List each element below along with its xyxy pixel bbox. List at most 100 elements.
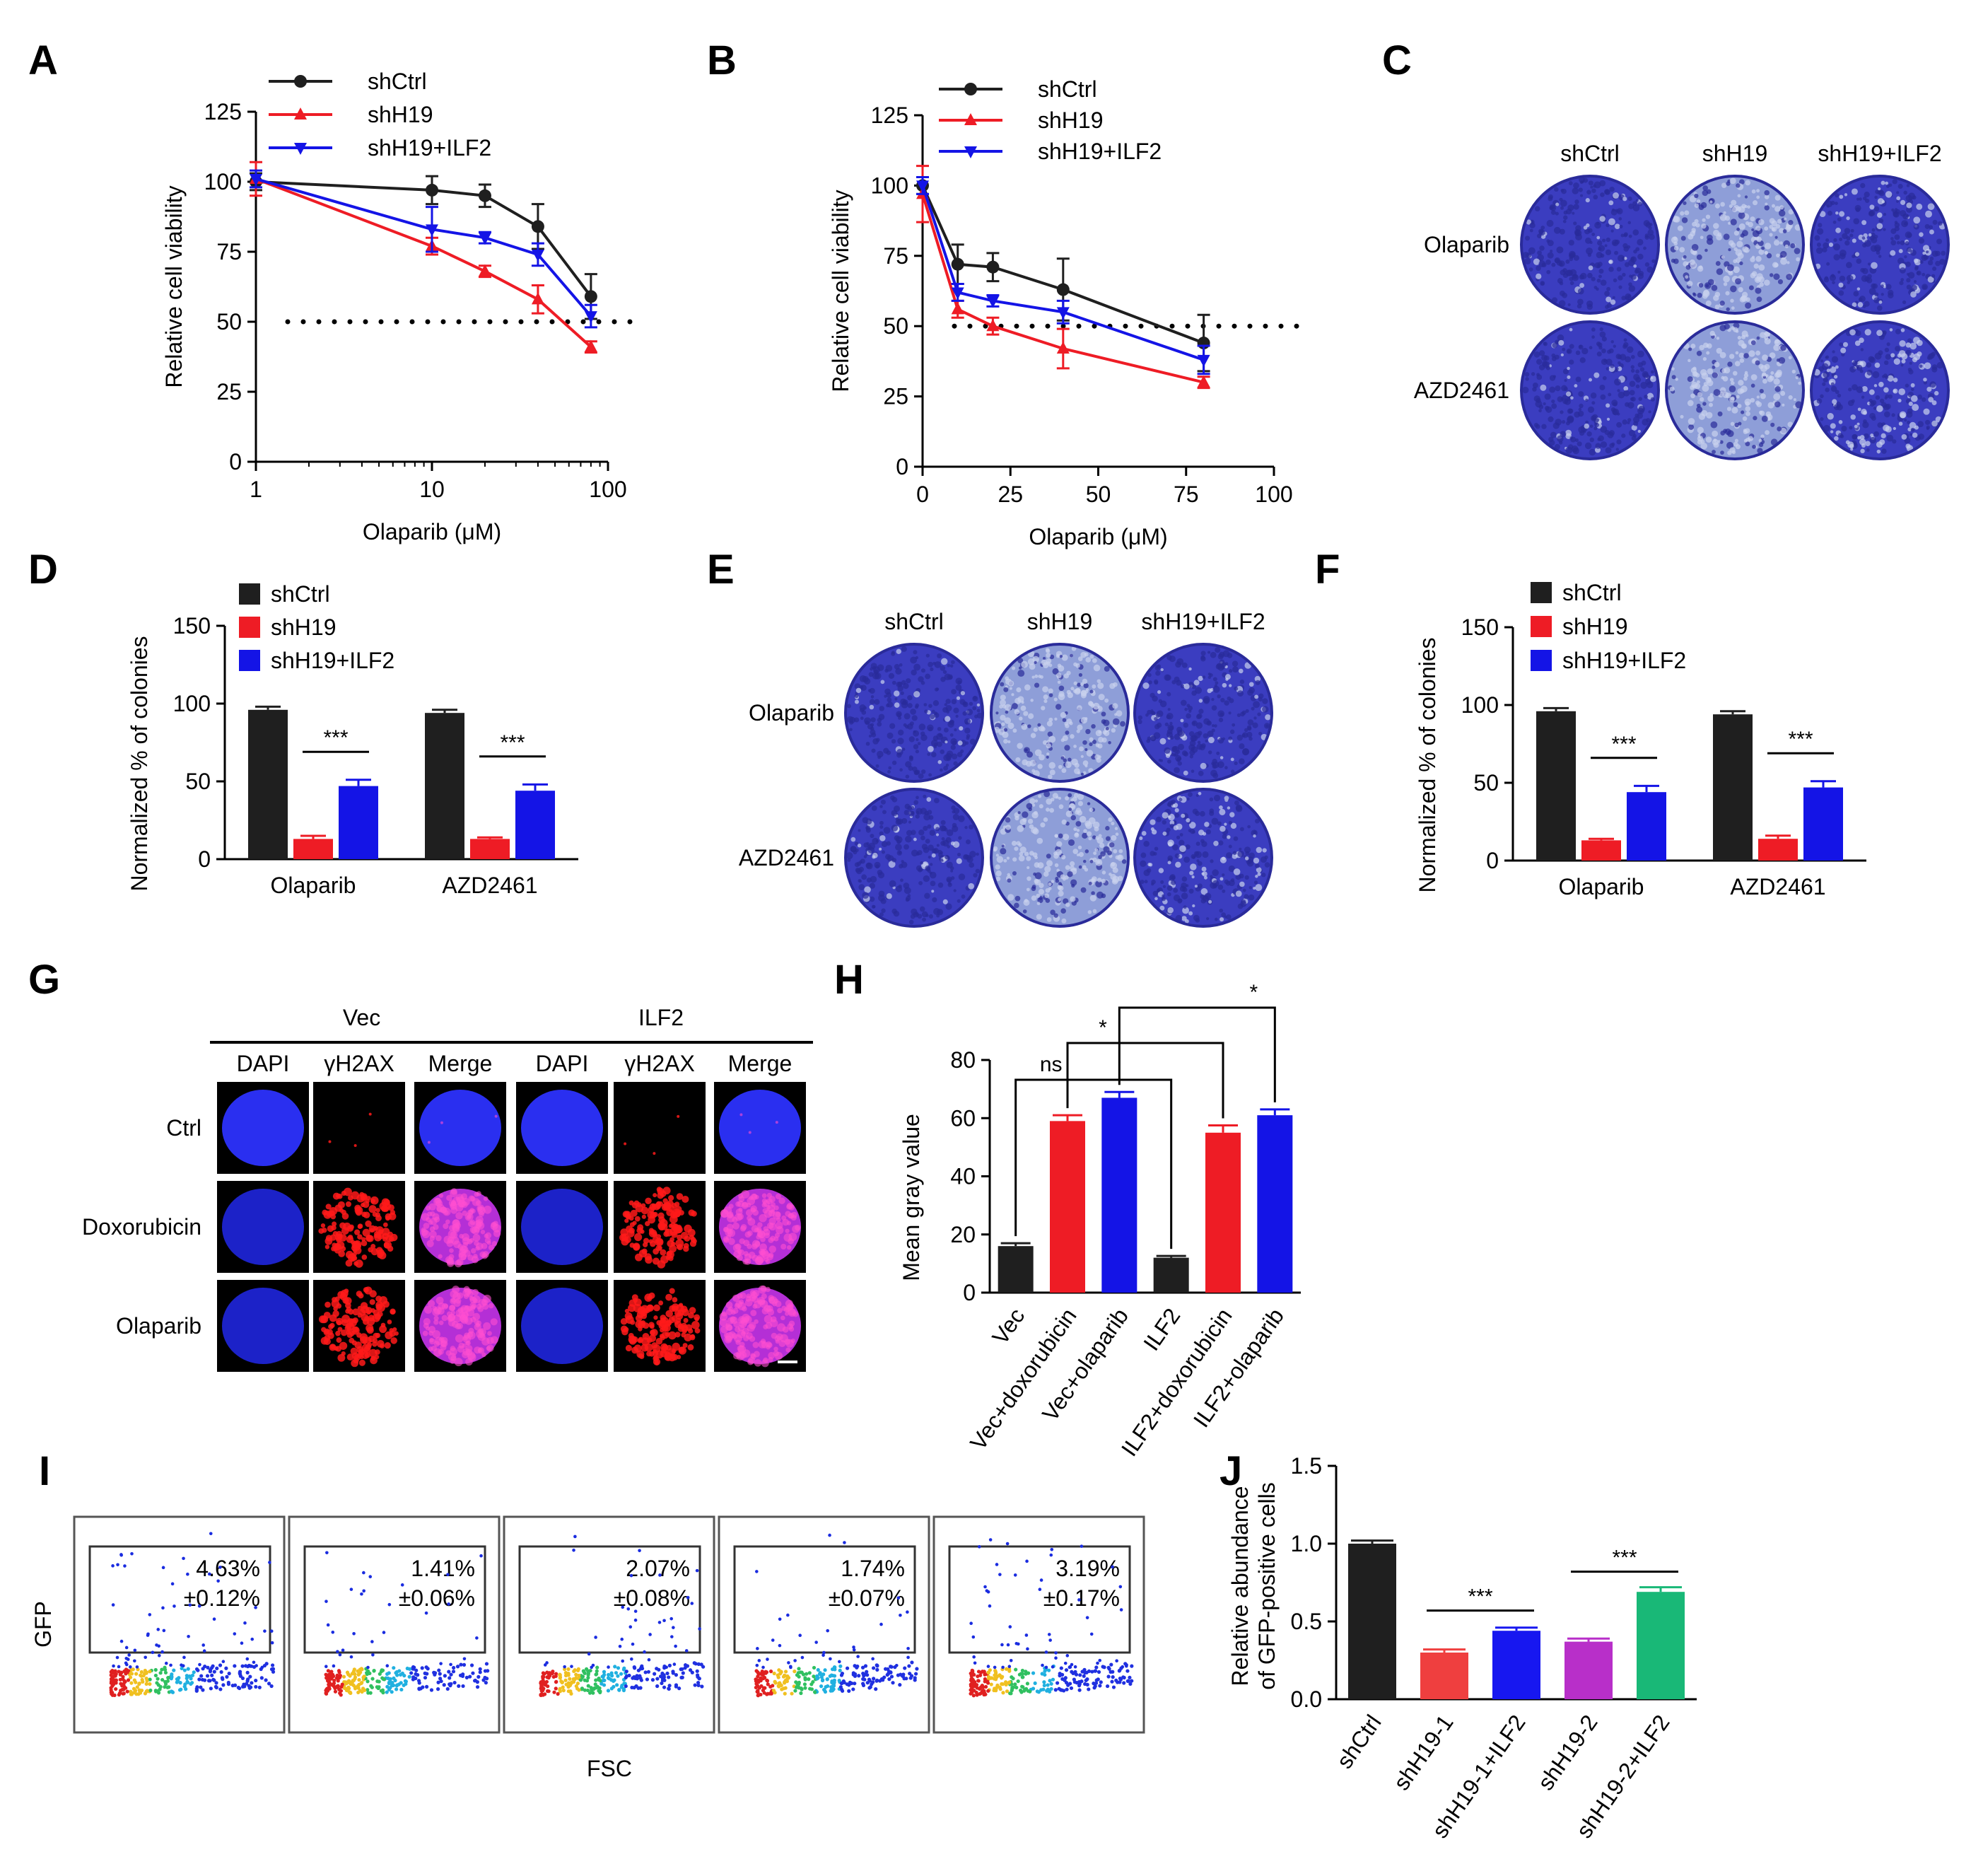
colony [1067,871,1073,878]
colony [923,825,928,832]
colony [879,835,886,841]
foci [464,1213,474,1221]
colony [861,874,867,880]
colony [1219,808,1226,815]
event-dot [182,1668,187,1672]
colony [1795,375,1799,380]
colony [1022,759,1028,766]
colony [918,773,924,779]
colony [1862,196,1867,201]
colony [1041,706,1046,711]
foci [427,1300,435,1307]
colony [1213,794,1221,802]
colony [1262,706,1269,713]
foci [335,1346,341,1352]
colony [1898,421,1903,426]
colony [920,861,924,865]
colony [1675,378,1678,381]
colony [1211,817,1219,825]
colony [903,887,911,895]
foci [345,1250,353,1259]
foci [725,1235,732,1240]
colony [1743,373,1749,378]
foci [754,1319,759,1324]
colony [1936,238,1943,245]
bar-shCtrl [1536,711,1576,861]
x-axis-title: Olaparib (μM) [1029,524,1167,549]
foci [662,1198,668,1204]
event-dot [175,1677,180,1682]
colony [1217,761,1224,769]
colony [1826,262,1830,266]
colony [1096,891,1104,899]
colony [931,709,935,713]
foci [671,1315,678,1322]
colony [1011,840,1017,846]
foci [368,1112,372,1116]
foci [373,1233,378,1238]
colony [1710,421,1718,429]
colony [896,752,902,758]
colony [1909,342,1917,350]
colony [1700,235,1704,240]
colony [1898,388,1906,395]
colony [950,869,954,873]
colony [1218,840,1224,846]
colony [1097,682,1104,689]
colony [1220,877,1224,881]
colony [1532,383,1538,388]
colony [1104,665,1110,672]
colony [1631,424,1637,431]
channel-header: γH2AX [324,1051,394,1076]
data-point [584,290,597,303]
colony [1559,262,1563,267]
colony [1562,368,1569,375]
colony [1883,411,1890,418]
foci [742,1258,749,1265]
category-label: AZD2461 [1730,874,1825,899]
colony [1730,298,1734,303]
colony [1101,719,1106,724]
plate-row-label: Olaparib [1424,232,1509,257]
colony [1179,833,1183,837]
foci [320,1223,326,1228]
data-point [986,260,1000,274]
colony [1777,279,1784,285]
colony [1529,228,1533,233]
colony [1019,851,1024,856]
colony [1753,416,1757,421]
colony [1075,821,1082,827]
colony [1198,699,1203,703]
colony [1262,698,1268,704]
colony [862,675,869,683]
colony [928,856,931,859]
foci [483,1196,489,1201]
colony [1061,855,1066,860]
colony [1168,815,1171,819]
colony [1876,330,1883,337]
colony [995,853,999,857]
colony [1872,371,1880,378]
colony [1032,852,1038,858]
significance-label: *** [1788,728,1813,751]
colony [1756,236,1762,243]
colony [1200,894,1205,899]
colony [1758,363,1764,369]
colony [1596,221,1600,226]
colony [925,653,930,658]
colony [1089,742,1093,747]
colony [1536,374,1543,380]
foci [369,1290,377,1298]
foci [370,1244,376,1249]
colony [1167,708,1171,711]
colony [1627,196,1632,202]
colony [1065,730,1070,735]
colony [1745,221,1750,226]
foci [421,1230,431,1239]
tile-background [614,1082,706,1174]
colony [1589,378,1592,382]
colony [969,851,976,858]
colony [1112,718,1120,726]
colony [1060,756,1065,760]
colony [1820,417,1824,421]
